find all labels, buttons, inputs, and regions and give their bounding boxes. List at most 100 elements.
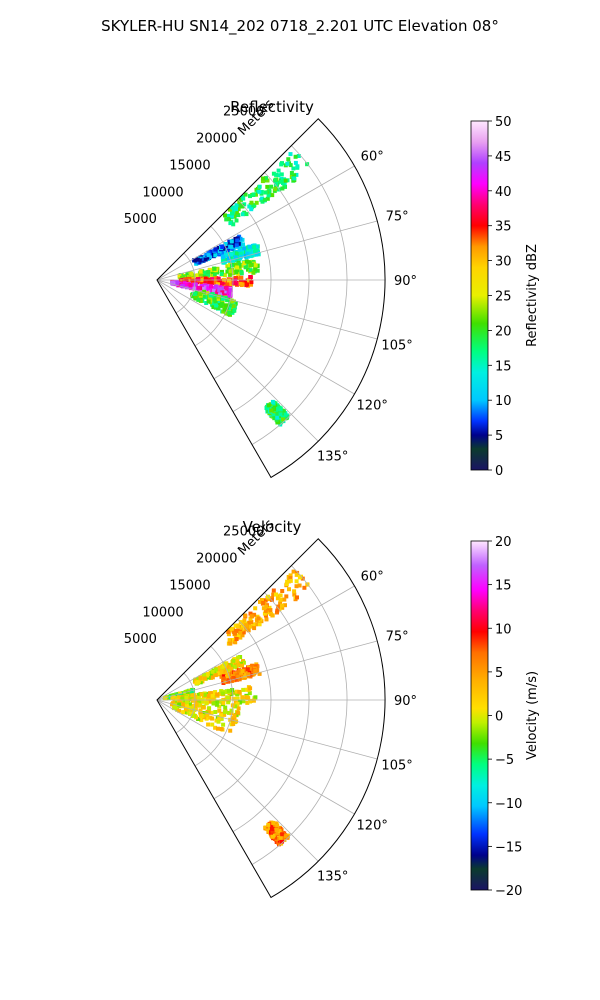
reflectivity-echo-cell <box>217 288 222 292</box>
reflectivity-echo-cell <box>251 192 256 197</box>
reflectivity-sector-frame <box>156 118 386 479</box>
velocity-azimuth-line <box>156 699 378 760</box>
velocity-colorbar-label: Velocity (m/s) <box>525 671 540 760</box>
reflectivity-echo-cell <box>242 246 247 251</box>
reflectivity-echo-cell <box>222 260 227 265</box>
velocity-echo-cell <box>233 623 238 628</box>
velocity-echo-cell <box>221 678 226 683</box>
velocity-echo-cell <box>235 710 240 715</box>
reflectivity-echo-cell <box>203 257 208 262</box>
reflectivity-echo-cell <box>230 211 234 216</box>
reflectivity-echo-cell <box>253 267 258 272</box>
velocity-echo-cell <box>198 714 203 719</box>
velocity-echo-cell <box>221 701 226 705</box>
reflectivity-echo-cell <box>209 284 213 289</box>
reflectivity-azimuth-tick-label: 105° <box>381 338 412 353</box>
velocity-echo-cell <box>273 835 278 840</box>
reflectivity-echoes <box>170 152 310 427</box>
velocity-echo-cell <box>205 697 210 702</box>
reflectivity-echo-cell <box>212 297 217 302</box>
velocity-echo-cell <box>288 578 293 583</box>
reflectivity-echo-cell <box>214 303 219 308</box>
velocity-echo-cell <box>245 700 250 705</box>
velocity-colorbar-tick-label: 20 <box>495 535 512 550</box>
reflectivity-echo-cell <box>248 194 252 199</box>
reflectivity-azimuth-line <box>156 279 355 395</box>
velocity-azimuth-tick-label: 105° <box>381 758 412 773</box>
reflectivity-echo-cell <box>224 303 228 308</box>
velocity-echo-cell <box>297 575 302 580</box>
reflectivity-echo-cell <box>245 245 250 250</box>
velocity-echo-cell <box>241 630 246 635</box>
reflectivity-colorbar-tick-label: 40 <box>495 185 512 200</box>
velocity-range-ring <box>175 672 196 734</box>
velocity-echo-cell <box>236 674 241 679</box>
reflectivity-echo-cell <box>216 299 221 304</box>
reflectivity-echo-cell <box>188 285 193 290</box>
velocity-echo-cell <box>276 604 281 609</box>
reflectivity-echo-cell <box>227 207 232 212</box>
velocity-echo-cell <box>280 832 285 837</box>
velocity-echo-cell <box>240 676 245 680</box>
reflectivity-echo-cell <box>240 282 245 287</box>
velocity-echo-cell <box>226 632 231 637</box>
reflectivity-echo-cell <box>235 236 240 241</box>
velocity-echo-cell <box>207 706 212 711</box>
reflectivity-echo-cell <box>249 207 254 212</box>
reflectivity-echo-cell <box>231 258 236 263</box>
reflectivity-echo-cell <box>227 310 232 315</box>
velocity-echo-cell <box>230 638 235 642</box>
velocity-echo-cell <box>217 669 221 674</box>
velocity-echo-cell <box>173 705 177 710</box>
velocity-echo-cell <box>287 587 291 592</box>
reflectivity-echo-cell <box>288 163 293 168</box>
velocity-echo-cell <box>206 722 211 727</box>
reflectivity-echo-cell <box>234 270 239 275</box>
reflectivity-echo-cell <box>248 251 253 256</box>
reflectivity-echo-cell <box>213 284 218 289</box>
reflectivity-echo-cell <box>273 187 278 192</box>
velocity-echo-cell <box>292 589 297 594</box>
reflectivity-azimuth-tick-label: 90° <box>394 274 417 289</box>
reflectivity-echo-cell <box>281 409 286 414</box>
reflectivity-echo-cell <box>201 294 206 299</box>
reflectivity-echo-cell <box>234 218 239 223</box>
reflectivity-echo-cell <box>234 243 239 248</box>
velocity-echo-cell <box>213 710 218 714</box>
reflectivity-echo-cell <box>207 278 212 283</box>
velocity-echo-cell <box>213 725 218 730</box>
reflectivity-echo-cell <box>273 177 278 182</box>
reflectivity-echo-cell <box>270 193 275 198</box>
velocity-echo-cell <box>198 676 203 681</box>
reflectivity-echo-cell <box>229 252 234 257</box>
reflectivity-echo-cell <box>231 304 236 309</box>
reflectivity-echo-cell <box>264 176 268 181</box>
reflectivity-echo-cell <box>261 176 265 181</box>
reflectivity-echo-cell <box>224 217 229 222</box>
velocity-echo-cell <box>257 671 262 676</box>
reflectivity-echo-cell <box>239 197 243 202</box>
velocity-echo-cell <box>181 702 186 707</box>
velocity-echo-cell <box>202 692 207 697</box>
reflectivity-echo-cell <box>231 208 236 213</box>
reflectivity-echo-cell <box>239 275 244 280</box>
velocity-echo-cell <box>292 592 297 597</box>
reflectivity-echo-cell <box>241 252 246 257</box>
velocity-echo-cell <box>248 616 253 621</box>
velocity-echo-cell <box>189 709 194 714</box>
velocity-azimuth-tick-label: 120° <box>357 818 388 833</box>
reflectivity-echo-cell <box>241 212 245 217</box>
velocity-echo-cell <box>219 713 224 718</box>
velocity-echo-cell <box>249 620 254 624</box>
reflectivity-echo-cell <box>234 203 239 208</box>
velocity-echo-cell <box>177 708 182 713</box>
velocity-echo-cell <box>248 611 253 616</box>
velocity-echo-cell <box>198 708 203 713</box>
reflectivity-echo-cell <box>220 245 225 250</box>
reflectivity-echo-cell <box>254 200 259 205</box>
reflectivity-azimuth-tick-label: 135° <box>317 450 348 465</box>
velocity-echo-cell <box>208 699 213 704</box>
reflectivity-echo-cell <box>211 288 216 293</box>
velocity-echo-cell <box>275 831 280 836</box>
reflectivity-colorbar-tick-label: 30 <box>495 255 512 270</box>
